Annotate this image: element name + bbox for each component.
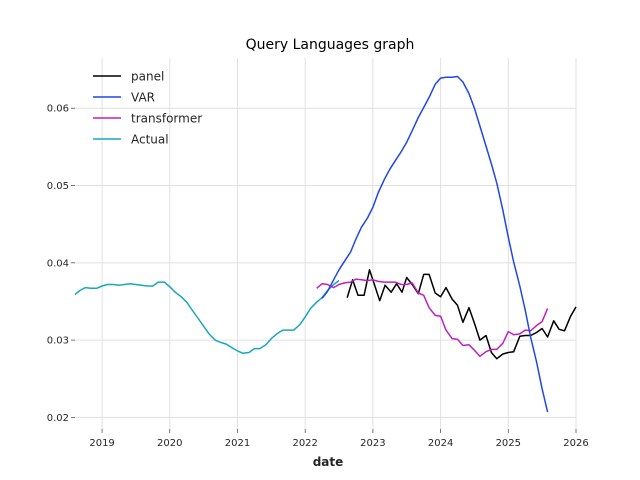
y-tick-label: 0.04: [47, 258, 69, 269]
series-line-transformer: [316, 278, 549, 358]
y-axis: 0.02 0.03 0.04 0.05 0.06: [47, 104, 75, 424]
series-line-panel: [346, 269, 577, 360]
legend-label-transformer: transformer: [131, 112, 202, 126]
x-tick-label: 2026: [563, 438, 588, 449]
x-axis-label: date: [313, 455, 344, 469]
series-line-var: [321, 75, 549, 413]
series-line-actual: [74, 279, 340, 355]
y-tick-label: 0.05: [47, 181, 69, 192]
x-tick-label: 2025: [496, 438, 521, 449]
x-tick-label: 2020: [157, 438, 182, 449]
x-tick-label: 2021: [225, 438, 250, 449]
legend-label-panel: panel: [131, 70, 164, 84]
legend-label-actual: Actual: [131, 133, 169, 147]
x-tick-label: 2024: [428, 438, 453, 449]
y-tick-label: 0.03: [47, 336, 69, 347]
legend: panel VAR transformer Actual: [93, 70, 202, 147]
y-tick-label: 0.02: [47, 413, 69, 424]
x-tick-label: 2019: [89, 438, 114, 449]
grid: [75, 58, 577, 429]
legend-label-var: VAR: [131, 91, 155, 105]
series-layer: [74, 75, 577, 413]
y-tick-label: 0.06: [47, 104, 69, 115]
chart-title: Query Languages graph: [246, 37, 415, 53]
x-tick-label: 2023: [360, 438, 385, 449]
x-tick-label: 2022: [292, 438, 317, 449]
x-axis: 2019 2020 2021 2022 2023 2024 2025 2026: [89, 429, 589, 449]
